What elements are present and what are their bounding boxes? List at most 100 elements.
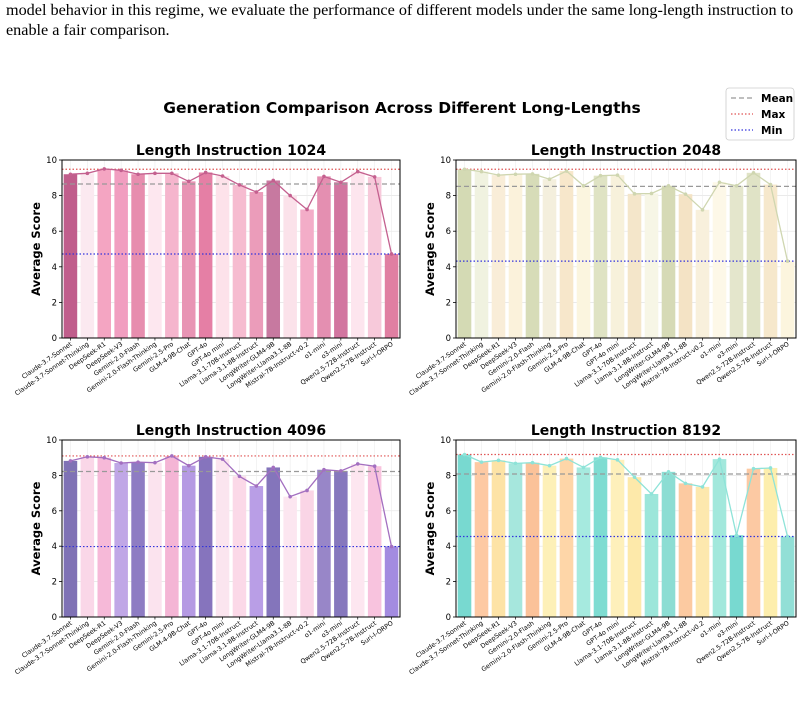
bar xyxy=(317,176,331,338)
score-point xyxy=(305,207,309,212)
score-point xyxy=(513,461,518,466)
score-point xyxy=(85,171,90,176)
score-point xyxy=(68,459,73,463)
score-point xyxy=(170,171,174,176)
y-tick-label: 2 xyxy=(446,578,451,588)
score-point xyxy=(632,192,637,196)
score-point xyxy=(615,458,620,462)
score-point xyxy=(119,168,123,173)
score-point xyxy=(717,457,722,461)
y-tick-label: 8 xyxy=(446,192,451,202)
bar xyxy=(80,173,95,338)
score-point xyxy=(530,460,535,465)
score-point xyxy=(322,467,326,472)
score-point xyxy=(547,177,552,182)
score-point xyxy=(581,465,586,470)
score-point xyxy=(649,492,654,496)
x-tick-label: Claude-3.7-Sonnet-Thinking xyxy=(13,619,90,676)
score-point xyxy=(666,184,671,188)
score-point xyxy=(479,460,484,464)
score-point xyxy=(751,171,756,175)
bar xyxy=(661,185,676,338)
score-point xyxy=(683,192,688,196)
x-tick-label: Claude-3.7-Sonnet-Thinking xyxy=(13,340,90,397)
panel-title: Length Instruction 4096 xyxy=(136,423,326,439)
score-point xyxy=(220,457,225,461)
bar xyxy=(695,209,710,338)
bar xyxy=(384,546,399,617)
panel-2: 0246810Claude-3.7-SonnetClaude-3.7-Sonne… xyxy=(408,143,797,397)
bar xyxy=(148,462,162,617)
bar xyxy=(491,460,506,617)
score-point xyxy=(102,455,107,460)
plot-frame xyxy=(61,159,401,339)
score-point xyxy=(666,470,671,474)
score-point xyxy=(479,169,484,174)
score-point xyxy=(717,180,722,185)
score-point xyxy=(322,174,326,179)
bar xyxy=(542,179,557,338)
score-point xyxy=(339,180,343,185)
y-tick-label: 2 xyxy=(52,298,57,308)
bar xyxy=(165,173,179,338)
bar xyxy=(350,463,365,617)
plot-frame xyxy=(455,159,797,339)
score-point xyxy=(632,475,637,479)
y-tick-label: 4 xyxy=(446,542,451,552)
legend-box xyxy=(725,87,795,141)
bar xyxy=(491,175,506,338)
y-tick-label: 6 xyxy=(52,507,57,517)
score-point xyxy=(305,488,309,493)
bar xyxy=(712,182,727,338)
score-line xyxy=(70,455,393,547)
score-point xyxy=(513,172,518,177)
score-line xyxy=(464,453,789,537)
score-point xyxy=(170,454,174,458)
bar xyxy=(215,176,230,338)
y-tick-label: 2 xyxy=(52,578,57,588)
bar xyxy=(559,458,574,617)
plot-frame xyxy=(61,439,401,618)
score-point xyxy=(372,464,377,468)
score-point xyxy=(700,208,705,212)
y-tick-label: 4 xyxy=(52,263,57,273)
bar xyxy=(729,185,744,338)
y-axis-label: Average Score xyxy=(423,481,437,575)
bar xyxy=(457,169,472,338)
score-point xyxy=(254,484,259,488)
bar xyxy=(63,460,78,617)
bar xyxy=(678,194,693,338)
score-point xyxy=(598,455,603,460)
score-point xyxy=(136,460,140,464)
score-point xyxy=(119,461,123,465)
bar xyxy=(131,174,145,338)
bar xyxy=(165,455,179,617)
y-tick-label: 8 xyxy=(52,192,57,202)
bar xyxy=(678,483,693,617)
panel-title: Length Instruction 8192 xyxy=(531,423,721,439)
score-point xyxy=(389,544,394,549)
score-point xyxy=(355,169,360,174)
y-tick-label: 10 xyxy=(440,436,451,446)
bar xyxy=(131,462,145,617)
bar xyxy=(627,193,642,338)
bar xyxy=(746,172,761,338)
score-point xyxy=(734,533,739,538)
score-point xyxy=(649,191,654,196)
score-point xyxy=(237,474,242,479)
bar xyxy=(367,176,382,338)
bar xyxy=(181,181,196,338)
score-point xyxy=(288,494,292,499)
bar xyxy=(525,173,540,338)
bar xyxy=(746,468,761,617)
y-tick-label: 4 xyxy=(52,542,57,552)
y-axis-label: Average Score xyxy=(423,202,437,296)
score-point xyxy=(355,462,360,466)
y-tick-label: 2 xyxy=(446,298,451,308)
bar xyxy=(763,467,778,617)
bar xyxy=(384,253,399,338)
bar xyxy=(80,456,95,617)
bar xyxy=(780,261,795,338)
legend-mean-label: Mean xyxy=(761,93,793,105)
bar xyxy=(317,469,331,617)
